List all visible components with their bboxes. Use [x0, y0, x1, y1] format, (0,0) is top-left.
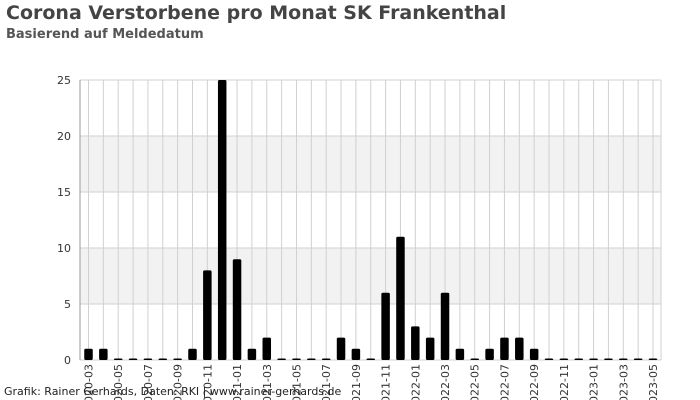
bar: [559, 358, 569, 360]
x-tick-label: 2020-09: [172, 364, 185, 400]
bar: [485, 348, 494, 360]
bar: [574, 358, 583, 360]
x-tick-label: 2023-03: [617, 364, 630, 400]
bar: [455, 348, 465, 360]
bar: [440, 292, 450, 360]
bar: [307, 358, 316, 360]
x-tick-label: 2022-03: [439, 364, 452, 400]
bar: [515, 337, 524, 360]
bar: [143, 358, 153, 360]
y-tick-label: 5: [64, 298, 71, 311]
x-tick-label: 2020-11: [201, 364, 214, 400]
footer-credit: Grafik: Rainer Gerhards, Daten: RKI | ww…: [4, 385, 342, 398]
bar: [544, 358, 554, 360]
bar: [589, 358, 598, 360]
y-tick-label: 25: [57, 74, 71, 87]
bar: [470, 358, 479, 360]
bar: [366, 358, 375, 360]
x-tick-label: 2022-07: [498, 364, 511, 400]
bar: [500, 337, 509, 360]
y-tick-label: 15: [57, 186, 71, 199]
x-tick-label: 2020-05: [112, 364, 125, 400]
bar: [158, 358, 168, 360]
bar: [99, 348, 108, 360]
bar: [247, 348, 257, 360]
x-tick-label: 2021-05: [290, 364, 303, 400]
chart-title: Corona Verstorbene pro Monat SK Frankent…: [6, 2, 507, 24]
bar: [321, 358, 331, 360]
y-tick-label: 0: [64, 354, 71, 367]
bar: [84, 348, 93, 360]
x-tick-label: 2023-05: [647, 364, 660, 400]
x-tick-label: 2021-09: [350, 364, 363, 400]
x-tick-label: 2020-07: [142, 364, 155, 400]
bar: [619, 358, 628, 360]
bar: [232, 259, 242, 360]
x-tick-label: 2021-11: [380, 364, 393, 400]
bar: [203, 270, 212, 360]
bar: [648, 358, 658, 360]
x-tick-label: 2022-09: [528, 364, 541, 400]
x-tick-label: 2022-11: [558, 364, 571, 400]
bar: [336, 337, 346, 360]
bar: [529, 348, 539, 360]
bar: [351, 348, 361, 360]
bar: [262, 337, 272, 360]
bar: [188, 348, 197, 360]
bar: [396, 236, 405, 360]
bar: [113, 358, 123, 360]
bar: [173, 358, 182, 360]
x-tick-label: 2021-01: [231, 364, 244, 400]
bar: [425, 337, 435, 360]
y-tick-label: 20: [57, 130, 71, 143]
bar: [411, 326, 420, 360]
x-tick-label: 2021-03: [261, 364, 274, 400]
y-tick-label: 10: [57, 242, 71, 255]
x-tick-label: 2020-03: [83, 364, 96, 400]
bar: [128, 358, 138, 360]
bar: [604, 358, 613, 360]
bar: [633, 358, 643, 360]
x-tick-label: 2023-01: [588, 364, 601, 400]
bar: [381, 292, 390, 360]
x-tick-label: 2021-07: [320, 364, 333, 400]
bar: [217, 80, 227, 360]
x-tick-label: 2022-05: [469, 364, 482, 400]
x-tick-label: 2022-01: [409, 364, 422, 400]
bar: [277, 358, 286, 360]
bar: [292, 358, 301, 360]
chart-subtitle: Basierend auf Meldedatum: [6, 27, 204, 42]
